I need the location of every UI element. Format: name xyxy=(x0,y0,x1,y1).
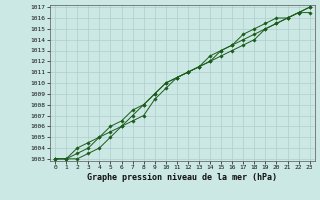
X-axis label: Graphe pression niveau de la mer (hPa): Graphe pression niveau de la mer (hPa) xyxy=(87,173,277,182)
